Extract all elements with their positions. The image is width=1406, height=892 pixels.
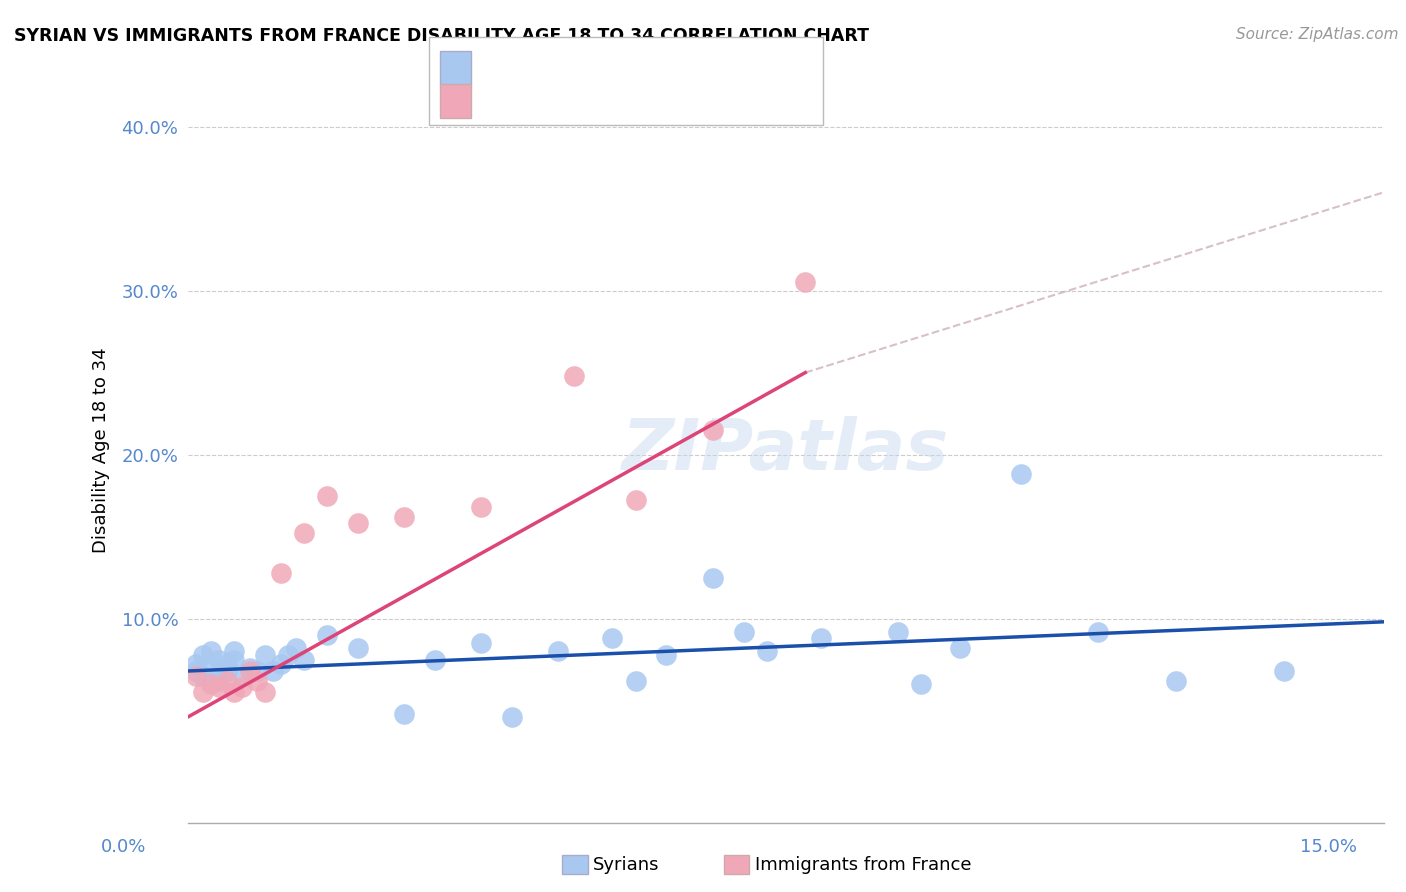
Y-axis label: Disability Age 18 to 34: Disability Age 18 to 34	[93, 348, 110, 553]
Point	[794, 276, 817, 290]
Point	[200, 677, 222, 691]
Point	[949, 640, 972, 655]
Point	[239, 661, 262, 675]
Point	[224, 685, 246, 699]
Point	[200, 661, 222, 675]
Point	[254, 648, 277, 662]
Point	[208, 681, 231, 695]
Point	[193, 648, 215, 662]
Point	[215, 657, 238, 672]
Point	[733, 624, 755, 639]
Point	[193, 669, 215, 683]
Text: R =  0.137   N = 42: R = 0.137 N = 42	[478, 58, 685, 78]
Point	[254, 685, 277, 699]
Point	[246, 673, 269, 688]
Point	[562, 368, 585, 383]
Point	[1164, 673, 1187, 688]
Point	[810, 631, 832, 645]
Point	[270, 657, 292, 672]
Point	[246, 664, 269, 678]
Point	[423, 652, 446, 666]
Point	[1272, 664, 1295, 678]
Text: 15.0%: 15.0%	[1299, 838, 1357, 855]
Point	[655, 648, 678, 662]
Point	[910, 677, 932, 691]
Point	[624, 493, 647, 508]
Point	[702, 570, 724, 584]
Point	[346, 640, 368, 655]
Text: R =  0.508   N = 20: R = 0.508 N = 20	[478, 91, 685, 111]
Point	[184, 664, 207, 678]
Point	[392, 509, 415, 524]
Point	[887, 624, 910, 639]
Point	[316, 489, 339, 503]
Point	[231, 669, 253, 683]
Text: Source: ZipAtlas.com: Source: ZipAtlas.com	[1236, 27, 1399, 42]
Point	[200, 644, 222, 658]
Text: ZIPatlas: ZIPatlas	[623, 416, 949, 485]
Point	[224, 652, 246, 666]
Text: 0.0%: 0.0%	[101, 838, 146, 855]
Point	[547, 644, 569, 658]
Point	[208, 673, 231, 688]
Point	[292, 652, 315, 666]
Point	[184, 669, 207, 683]
Point	[239, 664, 262, 678]
Text: SYRIAN VS IMMIGRANTS FROM FRANCE DISABILITY AGE 18 TO 34 CORRELATION CHART: SYRIAN VS IMMIGRANTS FROM FRANCE DISABIL…	[14, 27, 869, 45]
Point	[292, 526, 315, 541]
Point	[702, 423, 724, 437]
Point	[316, 628, 339, 642]
Point	[755, 644, 778, 658]
Point	[208, 652, 231, 666]
Point	[346, 516, 368, 531]
Point	[470, 636, 492, 650]
Point	[1087, 624, 1109, 639]
Point	[285, 640, 308, 655]
Point	[1010, 467, 1032, 482]
Point	[501, 710, 523, 724]
Text: Syrians: Syrians	[593, 856, 659, 874]
Point	[215, 664, 238, 678]
Point	[215, 673, 238, 688]
Text: Immigrants from France: Immigrants from France	[755, 856, 972, 874]
Point	[262, 664, 284, 678]
Point	[392, 706, 415, 721]
Point	[624, 673, 647, 688]
Point	[277, 648, 299, 662]
Point	[470, 500, 492, 514]
Point	[224, 644, 246, 658]
Point	[270, 566, 292, 580]
Point	[193, 685, 215, 699]
Point	[602, 631, 624, 645]
Point	[184, 657, 207, 672]
Point	[231, 681, 253, 695]
